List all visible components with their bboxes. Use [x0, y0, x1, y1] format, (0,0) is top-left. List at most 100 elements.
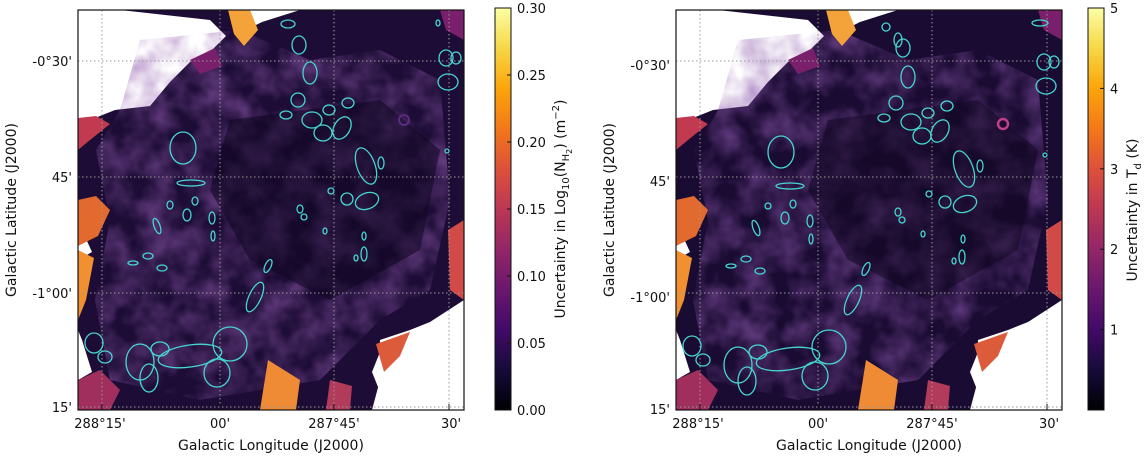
clump-ellipse: [900, 113, 922, 131]
y-tick-label: -0°30': [32, 55, 72, 70]
clump-ellipse: [263, 258, 273, 274]
clump-ellipse: [912, 127, 932, 145]
clump-ellipse: [156, 264, 168, 272]
clump-ellipse: [152, 217, 162, 235]
clump-ellipse: [377, 156, 385, 170]
clump-ellipse: [895, 38, 911, 58]
left-clump-ellipses: [84, 19, 462, 393]
clump-ellipse: [755, 346, 821, 372]
clump-ellipse: [940, 100, 954, 112]
clump-ellipse: [97, 350, 113, 364]
y-tick-label: -0°30': [630, 59, 670, 74]
clump-ellipse: [139, 363, 159, 393]
clump-ellipse: [861, 261, 871, 277]
x-tick-label: 287°45': [906, 417, 957, 432]
colorbar-tick-label: 0.00: [517, 404, 546, 419]
x-tick-label: 288°15': [672, 417, 723, 432]
clump-ellipse: [290, 92, 306, 108]
left-plot-frame: [77, 9, 465, 411]
clump-ellipse: [877, 113, 891, 123]
clump-ellipse: [920, 230, 926, 238]
clump-ellipse: [280, 19, 296, 29]
clump-ellipse: [142, 252, 154, 260]
left-x-ticks: 288°15' 00' 287°45' 30': [74, 404, 461, 432]
clump-ellipse: [450, 51, 462, 65]
clump-ellipse: [801, 361, 829, 391]
clump-ellipse: [952, 194, 978, 214]
clump-ellipse: [930, 119, 950, 143]
clump-ellipse: [843, 284, 863, 316]
clump-ellipse: [301, 111, 323, 129]
clump-ellipse: [341, 97, 355, 109]
colorbar-tick-label: 3: [1110, 163, 1118, 178]
clump-ellipse: [360, 246, 368, 262]
left-y-axis-label: Galactic Latitude (J2000): [4, 123, 20, 297]
clump-ellipse: [1035, 77, 1057, 95]
clump-ellipse: [182, 208, 192, 222]
clump-ellipse: [900, 65, 916, 89]
right-map-panel: 288°15' 00' 287°45' 30' -0°30' 45' -1°00…: [602, 9, 1063, 454]
clump-ellipse: [435, 19, 441, 27]
y-tick-label: -1°00': [32, 287, 72, 302]
clump-ellipse: [1036, 53, 1052, 71]
left-grid: [78, 10, 464, 410]
left-colorbar-label: Uncertainty in Log10(NH2) (m−2): [551, 100, 574, 319]
clump-ellipse: [169, 131, 197, 165]
left-x-axis-label: Galactic Longitude (J2000): [178, 438, 364, 454]
colorbar-tick-label: 0.20: [517, 136, 546, 151]
x-tick-label: 30': [1039, 417, 1059, 432]
clump-ellipse: [767, 135, 795, 169]
clump-ellipse: [327, 187, 335, 195]
clump-ellipse: [737, 366, 757, 396]
right-y-ticks: -0°30' 45' -1°00' 15': [630, 59, 670, 418]
clump-ellipse: [291, 35, 307, 55]
clump-ellipse: [751, 219, 761, 237]
clump-ellipse: [682, 335, 702, 357]
clump-ellipse: [438, 49, 454, 67]
x-tick-label: 00': [808, 417, 828, 432]
clump-ellipse: [322, 104, 336, 116]
clump-ellipse: [806, 214, 814, 228]
clump-ellipse: [740, 255, 752, 263]
clump-ellipse: [958, 249, 966, 265]
right-heatmap: [676, 10, 1062, 410]
clump-ellipse: [695, 353, 711, 367]
clump-ellipse: [780, 211, 790, 225]
clump-ellipse: [938, 195, 952, 209]
clump-ellipse: [925, 190, 933, 198]
right-plot-frame: [675, 9, 1063, 411]
clump-ellipse: [354, 191, 380, 211]
colorbar-tick-label: 5: [1110, 2, 1118, 17]
clump-ellipse: [764, 202, 772, 210]
clump-ellipse: [279, 110, 293, 120]
clump-ellipse: [775, 182, 805, 190]
clump-ellipse: [893, 32, 903, 48]
right-colorbar-label: Uncertainty in Td (K): [1125, 139, 1144, 282]
left-colorbar: 0.00 0.05 0.10 0.15 0.20 0.25 0.30 Uncertainty…: [494, 2, 574, 419]
clump-ellipse: [340, 192, 354, 206]
colorbar-tick-label: 0.05: [517, 337, 546, 352]
colorbar-tick-label: 0.30: [517, 2, 546, 17]
colorbar-tick-label: 0.10: [517, 270, 546, 285]
clump-ellipse: [300, 213, 308, 221]
clump-ellipse: [210, 230, 216, 242]
clump-ellipse: [322, 227, 328, 235]
right-clump-ellipses: [682, 19, 1060, 396]
clump-ellipse: [789, 199, 797, 209]
clump-ellipse: [960, 234, 966, 244]
x-tick-label: 288°15': [74, 417, 125, 432]
clump-ellipse: [296, 204, 304, 214]
clump-ellipse: [353, 254, 359, 262]
clump-ellipse: [808, 233, 814, 245]
y-tick-label: 15': [650, 403, 670, 418]
colorbar-tick-label: 0.15: [517, 203, 546, 218]
right-grid: [676, 10, 1062, 410]
right-x-axis-label: Galactic Longitude (J2000): [776, 438, 962, 454]
x-tick-label: 287°45': [308, 417, 359, 432]
colorbar-tick-label: 2: [1110, 243, 1118, 258]
left-heatmap: [78, 10, 464, 410]
clump-ellipse: [203, 358, 231, 388]
clump-ellipse: [898, 216, 906, 224]
clump-ellipse: [313, 124, 333, 142]
clump-ellipse: [1042, 152, 1048, 158]
